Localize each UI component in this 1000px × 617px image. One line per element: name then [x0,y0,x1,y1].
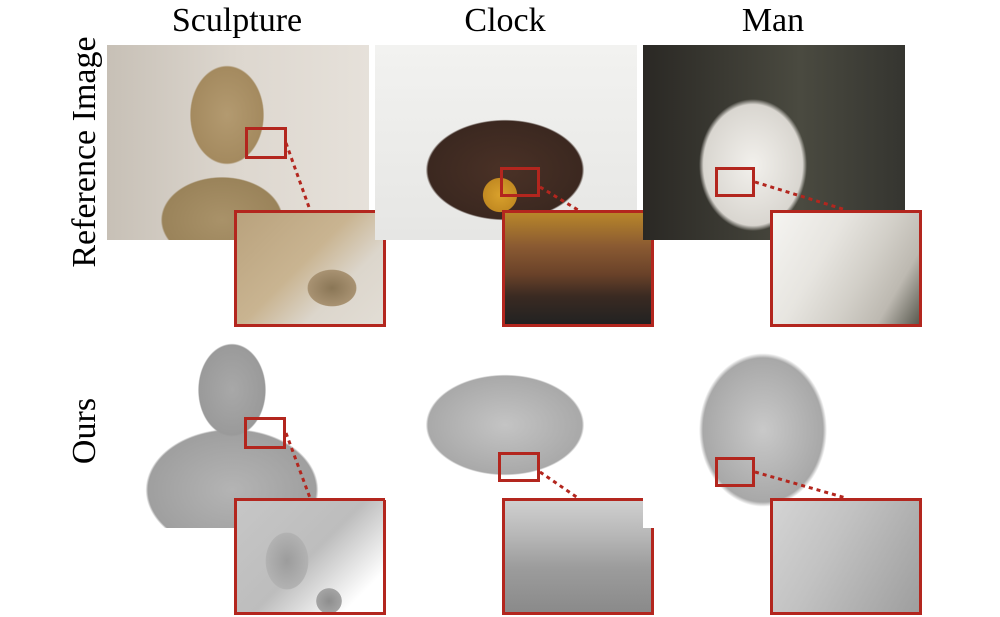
roi-box-clock-ours [498,452,540,482]
roi-box-sculpture-ours [244,417,286,449]
roi-box-sculpture-reference [245,127,287,159]
roi-box-man-ours [715,457,755,487]
roi-box-clock-reference [500,167,540,197]
column-title-man: Man [643,2,903,40]
column-title-clock: Clock [375,2,635,40]
zoom-inset-sculpture-ours [234,498,386,615]
zoom-inset-man-ours [770,498,922,615]
zoom-inset-sculpture-reference [234,210,386,327]
row-label-ours: Ours [66,341,104,521]
column-title-sculpture: Sculpture [107,2,367,40]
zoom-inset-man-reference [770,210,922,327]
row-label-reference: Reference Image [66,22,104,282]
zoom-inset-clock-ours [502,498,654,615]
zoom-inset-clock-reference [502,210,654,327]
roi-box-man-reference [715,167,755,197]
